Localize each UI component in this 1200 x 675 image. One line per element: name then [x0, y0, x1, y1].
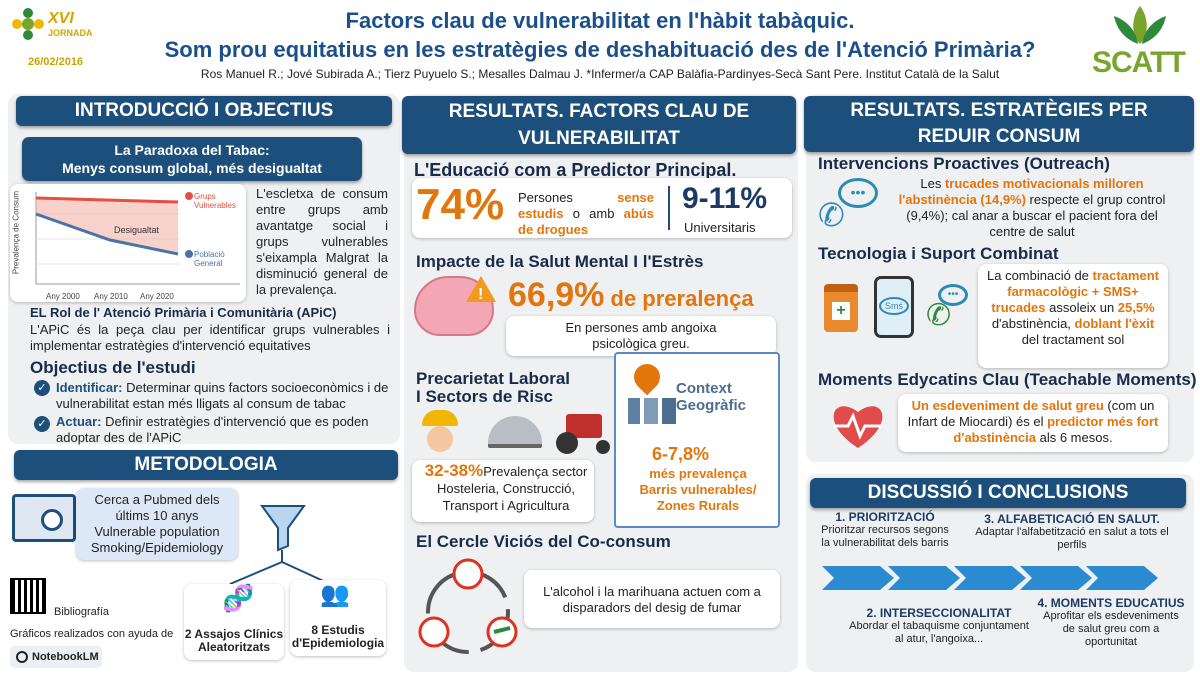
city-icon: [628, 398, 684, 424]
teach-card: Un esdeveniment de salut greu (com un In…: [898, 394, 1168, 452]
apic-text: L'APiC és la peça clau per identificar g…: [30, 322, 390, 353]
person-icon: [185, 250, 193, 258]
gap-text: L'escletxa de consum entre grups amb ava…: [256, 186, 388, 297]
edu-pct: 74%: [416, 180, 505, 229]
phone-chat-icon: ••• ✆: [816, 176, 882, 233]
discussion-title: DISCUSSIÓ I CONCLUSIONS: [810, 478, 1186, 508]
chart-gap-label: Desigualtat: [114, 225, 160, 235]
flower-icon: [12, 8, 44, 40]
no-smoking-icon: [418, 616, 450, 648]
jornada-label: XVI JORNADA: [48, 10, 93, 39]
geo-pct: 6-7,8%: [652, 444, 710, 464]
chart-x-2020: Any 2020: [140, 292, 174, 301]
jornada-logo: [10, 6, 46, 42]
pill-bottle-icon: +: [824, 284, 858, 332]
outreach-text: Les trucades motivacionals milloren l'ab…: [898, 176, 1166, 239]
chart-x-2010: Any 2010: [94, 292, 128, 301]
prevalence-chart: [10, 184, 246, 302]
labor-text: 32-38%Prevalença sector Hosteleria, Cons…: [424, 461, 588, 513]
outreach-title: Intervencions Proactives (Outreach): [818, 154, 1110, 173]
timeline-arrows: [822, 558, 1166, 603]
scatt-brand: SCATT: [1092, 46, 1186, 79]
objective-1: Identificar: Determinar quins factors so…: [56, 380, 389, 411]
credits-label: Gráficos realizados con ayuda de: [10, 628, 174, 640]
edu-text: Persones sense estudis o amb abús de dro…: [518, 190, 654, 237]
legend-vulnerable: Grups Vulnerables: [194, 192, 236, 210]
funnel-icon: [258, 502, 308, 557]
cycle-diagram: [418, 556, 518, 671]
intro-title: INTRODUCCIÓ I OBJECTIUS: [16, 96, 392, 126]
cloche-icon: [488, 416, 542, 448]
results2-title: RESULTATS. ESTRATÈGIES PER REDUIR CONSUM: [804, 96, 1194, 152]
epi-box: 👥 8 Estudis d'Epidemiologia: [290, 580, 386, 656]
results1-title: RESULTATS. FACTORS CLAU DE VULNERABILITAT: [402, 96, 796, 154]
paradox-line-2: Menys consum global, més desigualtat: [62, 160, 322, 176]
person-icon: [185, 192, 193, 200]
event-date: 26/02/2016: [28, 56, 84, 68]
uni-pct: 9-11%: [682, 182, 768, 215]
notebook-icon: [16, 651, 28, 663]
leaf-crown-icon: [1114, 6, 1166, 44]
qr-code: [10, 578, 46, 614]
tech-card: La combinació de tractament farmacològic…: [978, 264, 1168, 368]
no-alcohol-icon: [452, 558, 484, 590]
cocons-title: El Cercle Viciós del Co-consum: [416, 532, 671, 551]
title-line-1: Factors clau de vulnerabilitat en l'hàbi…: [345, 8, 855, 33]
apic-title: EL Rol de l' Atenció Primària i Comunità…: [30, 305, 337, 320]
geo-title: Context Geogràfic: [676, 380, 747, 414]
trials-box: 🧬 2 Assajos Clínics Aleatoritzats: [184, 584, 284, 660]
heart-pulse-icon: [828, 398, 888, 457]
divider: [668, 186, 670, 230]
paradox-box: La Paradoxa del Tabac: Menys consum glob…: [22, 137, 362, 181]
biblio-label: Bibliografía: [54, 606, 110, 618]
worker-icon: [422, 410, 460, 456]
tractor-icon: [556, 414, 612, 454]
title-line-2: Som prou equitatius en les estratègies d…: [164, 37, 1036, 62]
objective-2: Actuar: Definir estratègies d'intervenci…: [56, 414, 369, 445]
mental-stat: 66,9% de preralença: [508, 276, 754, 314]
dna-icon: 🧬: [222, 583, 255, 613]
chat-phone-icon: ••• ✆: [924, 284, 974, 336]
brain-icon: [414, 276, 494, 336]
legend-general: Població General: [194, 250, 225, 268]
people-icon: 👥: [320, 581, 350, 608]
edu-title: L'Educació com a Predictor Principal.: [414, 160, 737, 180]
method-title: METODOLOGIA: [14, 450, 398, 480]
tech-title: Tecnologia i Suport Combinat: [818, 244, 1059, 263]
browser-search-icon: [12, 494, 76, 542]
chart-ylabel: Prevalença de Consum: [11, 190, 21, 275]
paradox-line-1: La Paradoxa del Tabac:: [114, 142, 270, 158]
point-3: 3. ALFABETICACIÓ EN SALUT. Adaptar l'alfa…: [975, 512, 1169, 551]
edu-card: [412, 178, 792, 238]
teach-title: Moments Edycatins Clau (Teachable Moment…: [818, 370, 1197, 389]
objectives-title: Objectius de l'estudi: [30, 358, 196, 377]
sms-label: Smś: [879, 297, 909, 315]
labor-card: [412, 460, 594, 522]
labor-title: Precarietat Laboral I Sectors de Risc: [416, 369, 571, 406]
chart-x-2000: Any 2000: [46, 292, 80, 301]
mental-card: En persones amb angoixa psicològica greu…: [506, 316, 776, 356]
uni-text: Universitaris: [684, 220, 756, 235]
check-icon: ✓: [34, 380, 50, 396]
point-2: 2. INTERSECCIONALITAT Abordar el tabaquis…: [849, 606, 1029, 645]
scatt-logo: [1110, 4, 1170, 53]
vulnerable-line: [35, 196, 179, 204]
point-1: 1. PRIORITZACIÓ Prioritzar recursos segon…: [821, 510, 949, 549]
smartphone-icon: Smś: [874, 276, 914, 338]
geo-text: més prevalença Barris vulnerables/ Zones …: [639, 466, 757, 513]
check-icon: ✓: [34, 416, 50, 432]
point-4: 4. MOMENTS EDUCATIUS Aprofitar els esdeve…: [1037, 596, 1185, 648]
mental-title: Impacte de la Salut Mental I l'Estrès: [416, 252, 704, 271]
svg-text:!: !: [478, 286, 483, 303]
warning-icon: !: [464, 274, 498, 309]
notebooklm-badge: NotebookLM: [10, 646, 102, 668]
authors: Ros Manuel R.; Jové Subirada A.; Tierz P…: [200, 67, 1000, 81]
search-box: Cerca a Pubmed dels últims 10 anys Vulnera…: [76, 488, 238, 560]
general-line: [35, 212, 179, 256]
prevalence-chart-svg: [35, 192, 240, 285]
cocons-card: L'alcohol i la marihuana actuen com a di…: [524, 570, 780, 628]
poster-title: Factors clau de vulnerabilitat en l'hàbi…: [0, 6, 1200, 64]
